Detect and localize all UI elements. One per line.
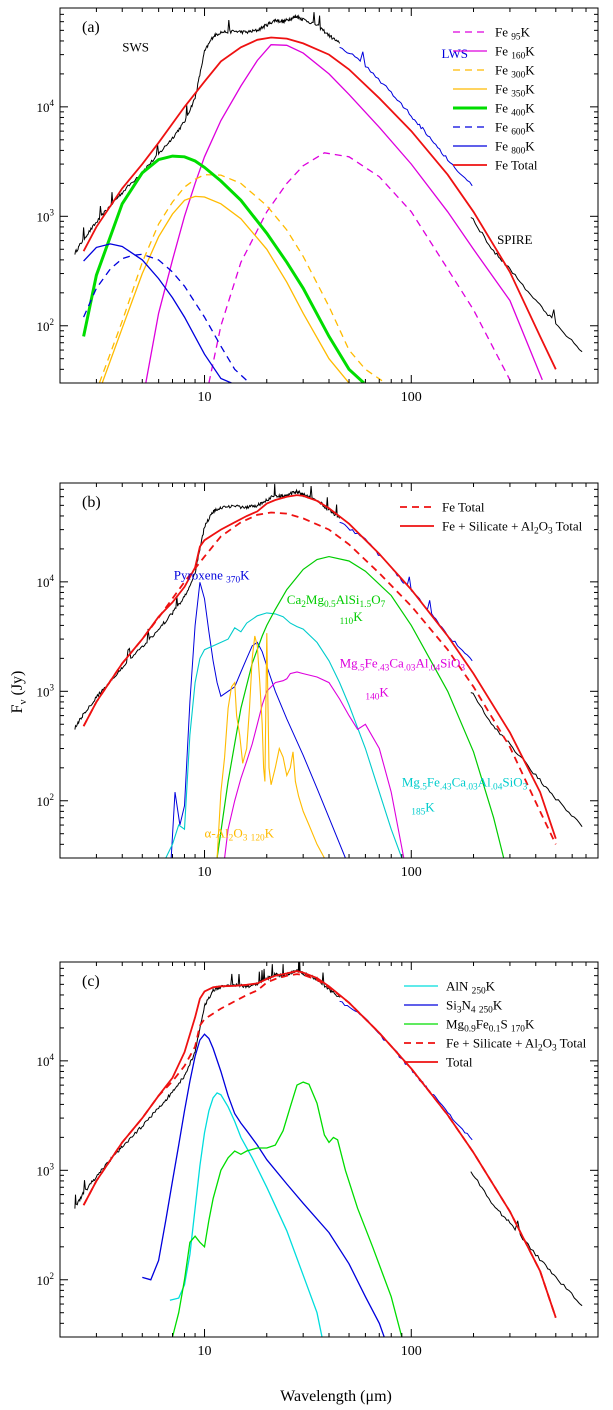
annotation-label: Mg.5Fe.43Ca.03Al.04SiO3 (402, 775, 528, 793)
series-line-fe-600k (83, 253, 250, 383)
series-line-aln-250k (169, 1092, 323, 1337)
plot-area (74, 12, 583, 383)
annotation-label: 110K (340, 609, 364, 627)
legend-label: Fe 800K (495, 139, 535, 157)
observed-spire-line (470, 217, 583, 353)
observed-lws-line (339, 46, 473, 187)
series-line-fe-total (82, 511, 557, 845)
legend-label: Fe 160K (495, 44, 535, 62)
x-tick-label: 10 (198, 390, 212, 405)
y-tick-label: 104 (37, 1052, 55, 1069)
annotation-label: α-Al2O3 120K (205, 826, 275, 844)
annotation-label: LWS (441, 46, 467, 61)
panel-label: (a) (82, 19, 100, 36)
legend-label: Fe 95K (495, 25, 531, 43)
observed-sws-line (74, 483, 341, 730)
y-tick-label: 102 (37, 317, 55, 334)
legend-label: Fe + Silicate + Al2O3 Total (446, 1036, 587, 1054)
legend-label: Si3N4 250K (446, 998, 503, 1016)
legend-label: Fe Total (442, 500, 485, 515)
observed-sws-line (74, 12, 341, 255)
x-tick-label: 100 (401, 1344, 422, 1359)
series-line-fe-350k (101, 195, 350, 383)
series-line-mg-5fe-43ca-03al-04sio3-140k (224, 671, 405, 858)
y-tick-label: 103 (37, 207, 55, 224)
series-line-fe-400k (82, 154, 365, 383)
series-line-fe-total (82, 36, 557, 370)
panel-b: 10 100 102 103 104 (b) Pyroxene 370K Ca2Mg0.5Al… (37, 482, 599, 880)
observed-spire-line (470, 1171, 583, 1307)
y-tick-label: 104 (37, 573, 55, 590)
legend-label: Fe 350K (495, 82, 535, 100)
series-line-mg0-9fe0-1s-170k (171, 1081, 403, 1337)
series-line-fe-95k (208, 152, 511, 383)
legend-label: Fe 600K (495, 120, 535, 138)
series-line-total (82, 970, 557, 1318)
annotation-label: Pyroxene 370K (174, 568, 250, 586)
legend-label: Total (446, 1055, 473, 1070)
annotation-label: 185K (411, 799, 435, 817)
y-axis-label-main: F (9, 704, 26, 713)
legend-label: Fe 400K (495, 101, 535, 119)
annotation-label: Mg.5Fe.43Ca.03Al.04SiO3 (340, 656, 466, 674)
series-line-fe-silicate-al2o3-total (82, 494, 557, 839)
panel-label: (b) (82, 494, 101, 511)
y-tick-label: 104 (37, 98, 55, 115)
y-tick-label: 103 (37, 682, 55, 699)
y-tick-label: 103 (37, 1161, 55, 1178)
x-tick-label: 10 (198, 1344, 212, 1359)
x-tick-label: 10 (198, 865, 212, 880)
annotation-label: 140K (365, 684, 389, 702)
plot-area (74, 483, 583, 858)
legend-label: Fe Total (495, 158, 538, 173)
series-line-fe-silicate-al2o3-total (82, 973, 557, 1318)
series-line-si3n4-250k (142, 1033, 385, 1337)
plot-area (74, 962, 583, 1337)
y-axis-label: Fν (Jy) (9, 671, 29, 714)
x-tick-label: 100 (401, 390, 422, 405)
x-axis-label: Wavelength (μm) (280, 1388, 392, 1405)
legend-label: Mg0.9Fe0.1S 170K (446, 1017, 535, 1035)
panel-label: (c) (82, 973, 100, 990)
annotation-label: SWS (122, 40, 149, 55)
y-tick-label: 102 (37, 1271, 55, 1288)
series-line-fe-160k (145, 44, 543, 383)
series-line-fe-800k (83, 243, 232, 383)
series-line-fe-300k (98, 174, 386, 383)
y-axis-label-unit: (Jy) (9, 671, 26, 700)
y-tick-label: 102 (37, 792, 55, 809)
series-line-mg-5fe-43ca-03al-04sio3-185k (165, 612, 403, 858)
annotation-label: SPIRE (497, 232, 532, 247)
y-axis-label-sub: ν (17, 699, 29, 704)
annotation-label: Ca2Mg0.5AlSi1.5O7 (287, 592, 386, 610)
legend-label: AlN 250K (446, 979, 496, 997)
legend-label: Fe 300K (495, 63, 535, 81)
x-tick-label: 100 (401, 865, 422, 880)
series-line-al2o3-120k (216, 633, 325, 858)
legend-label: Fe + Silicate + Al2O3 Total (442, 519, 583, 537)
